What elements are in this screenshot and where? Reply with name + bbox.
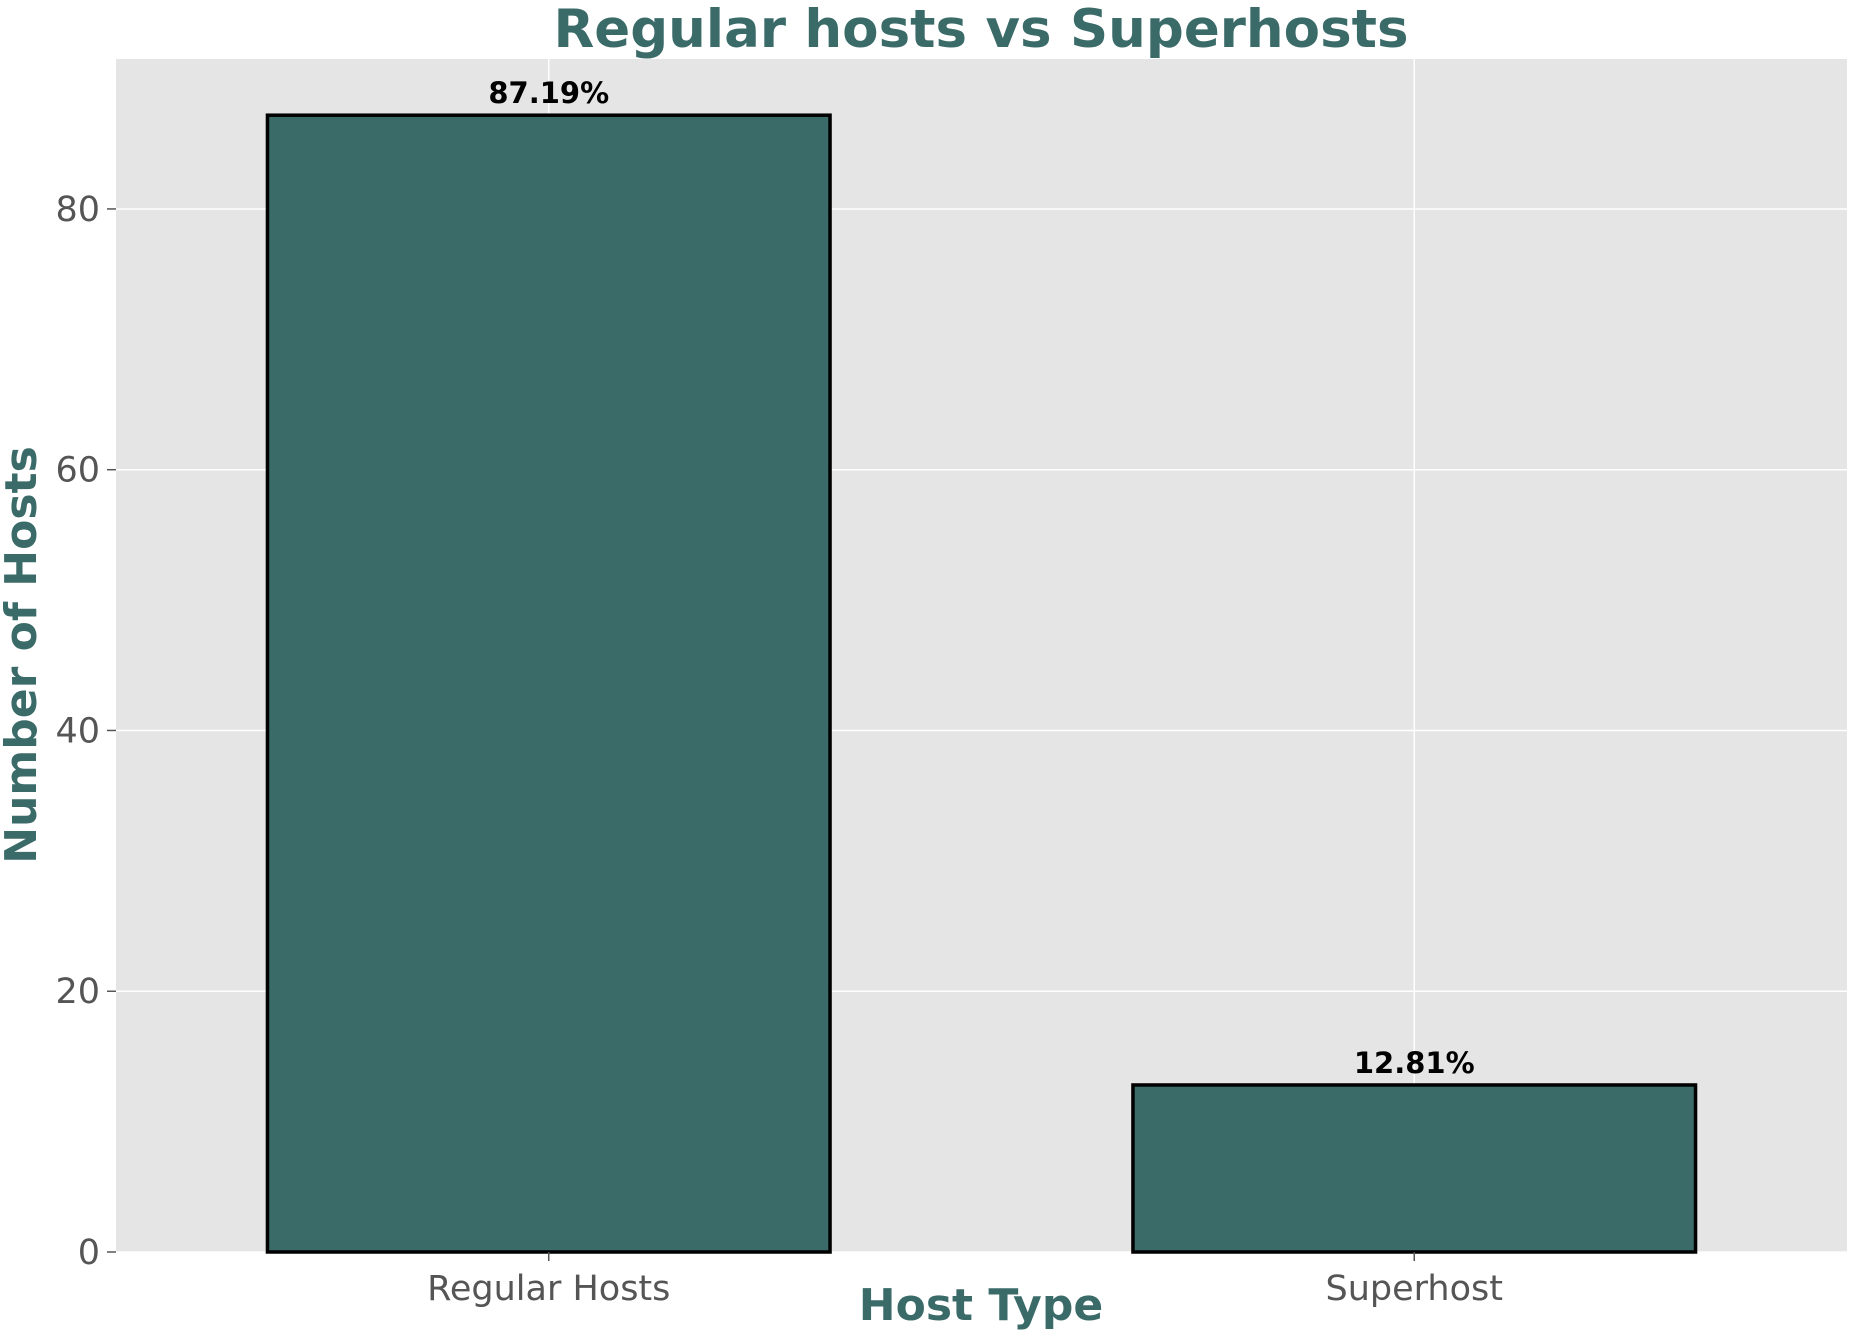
bars xyxy=(265,113,1698,1254)
x-tick-label: Regular Hosts xyxy=(427,1269,670,1309)
bar-superhost xyxy=(1131,1083,1698,1254)
bar-regular-hosts xyxy=(265,113,832,1254)
y-tick-label: 0 xyxy=(78,1233,100,1273)
y-axis-title: Number of Hosts xyxy=(0,446,47,864)
bar-value-label: 87.19% xyxy=(488,76,609,110)
bar-value-label: 12.81% xyxy=(1354,1046,1475,1080)
chart-title: Regular hosts vs Superhosts xyxy=(553,0,1408,60)
y-tick-label: 80 xyxy=(55,190,100,230)
data-labels: 87.19% 12.81% xyxy=(488,76,1474,1080)
y-tick-label: 20 xyxy=(55,972,100,1012)
x-axis-title: Host Type xyxy=(859,1280,1103,1331)
y-tick-label: 40 xyxy=(55,711,100,751)
axis-ticks: 0 20 40 60 80 Regular Hosts Superhost xyxy=(55,190,1503,1309)
x-tick-label: Superhost xyxy=(1326,1269,1503,1309)
y-tick-label: 60 xyxy=(55,451,100,491)
